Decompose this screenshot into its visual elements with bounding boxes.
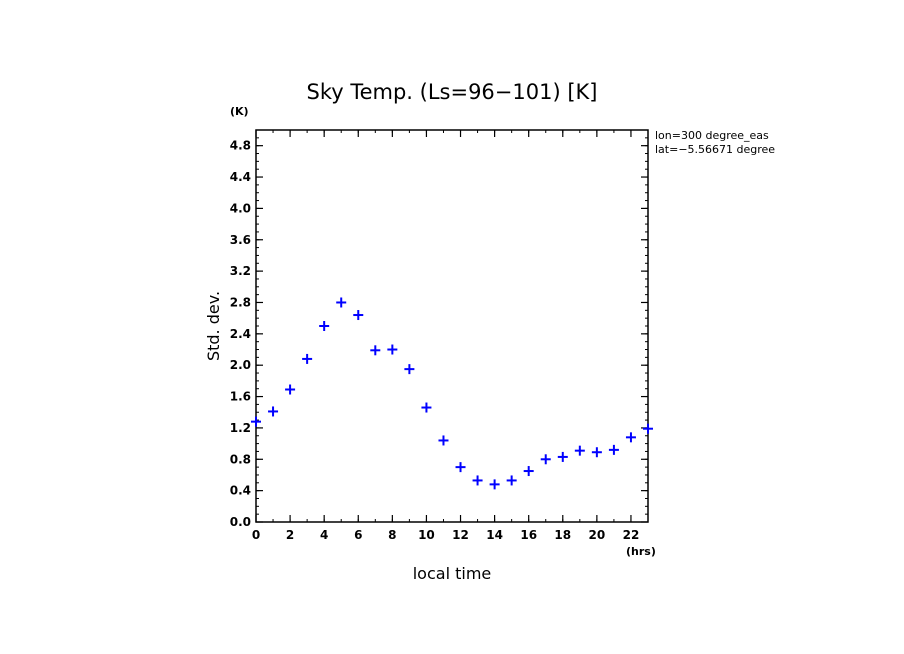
y-tick-label: 3.2 [230, 264, 251, 278]
x-tick-label: 0 [252, 528, 260, 542]
y-axis-label: Std. dev. [204, 291, 223, 361]
x-tick-label: 8 [388, 528, 396, 542]
data-point [438, 435, 449, 446]
y-tick-label: 1.6 [230, 390, 251, 404]
y-tick-label: 0.4 [230, 484, 251, 498]
y-tick-label: 3.6 [230, 233, 251, 247]
data-point [591, 447, 602, 458]
y-tick-label: 2.4 [230, 327, 251, 341]
data-point [302, 353, 313, 364]
data-point [336, 297, 347, 308]
annotation-lat: lat=−5.56671 degree [655, 143, 775, 156]
data-points [251, 297, 653, 490]
data-point [625, 432, 636, 443]
chart-title: Sky Temp. (Ls=96−101) [K] [306, 80, 597, 104]
y-tick-label: 1.2 [230, 421, 251, 435]
y-tick-label: 2.0 [230, 358, 251, 372]
x-tick-label: 14 [486, 528, 503, 542]
x-axis-label: local time [413, 564, 492, 583]
y-tick-label: 2.8 [230, 295, 251, 309]
data-point [557, 451, 568, 462]
x-tick-label: 20 [589, 528, 606, 542]
data-point [370, 345, 381, 356]
data-point [319, 321, 330, 331]
data-point [506, 475, 517, 486]
x-tick-label: 2 [286, 528, 294, 542]
x-tick-label: 4 [320, 528, 328, 542]
y-tick-label: 4.4 [230, 170, 251, 184]
y-unit-label: (K) [230, 105, 249, 118]
x-tick-label: 16 [520, 528, 537, 542]
data-point [608, 444, 619, 455]
data-point [472, 475, 483, 486]
y-tick-label: 4.8 [230, 139, 251, 153]
x-unit-label: (hrs) [626, 545, 656, 558]
x-tick-label: 22 [623, 528, 640, 542]
plot-frame [255, 129, 649, 523]
annotation-lon: lon=300 degree_eas [655, 129, 769, 142]
data-point [353, 310, 364, 321]
data-point [455, 462, 466, 473]
x-tick-label: 6 [354, 528, 362, 542]
data-point [489, 479, 500, 490]
data-point [285, 384, 296, 395]
axis-ticks [255, 129, 649, 523]
tick-labels: 0 2 4 6 8 10 12 14 16 18 20 22 0.0 0.4 0.8 1.2 1.6 2.0 2.4… [230, 139, 640, 542]
data-point [421, 402, 432, 413]
x-tick-label: 12 [452, 528, 469, 542]
x-tick-label: 10 [418, 528, 435, 542]
data-point [574, 445, 585, 456]
y-tick-label: 0.8 [230, 452, 251, 466]
data-point [387, 344, 398, 355]
y-tick-label: 0.0 [230, 515, 251, 529]
data-point [251, 416, 261, 427]
data-point [643, 423, 653, 434]
y-tick-label: 4.0 [230, 201, 251, 215]
data-point [540, 454, 551, 465]
data-point [268, 406, 279, 417]
data-point [404, 364, 415, 375]
x-tick-label: 18 [554, 528, 571, 542]
data-point [523, 466, 534, 477]
